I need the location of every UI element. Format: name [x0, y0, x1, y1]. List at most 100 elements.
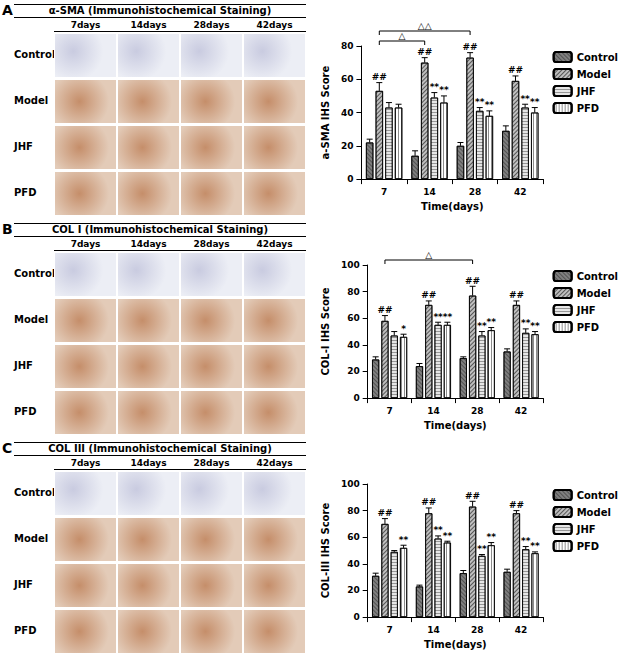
svg-text:**: **	[530, 97, 540, 107]
svg-text:**: **	[430, 82, 440, 92]
svg-text:PFD: PFD	[577, 541, 599, 552]
svg-text:**: **	[520, 94, 530, 104]
svg-text:20: 20	[347, 585, 360, 595]
svg-text:JHF: JHF	[576, 86, 596, 97]
svg-text:**: **	[487, 532, 497, 542]
svg-text:20: 20	[347, 366, 360, 376]
svg-text:100: 100	[341, 479, 360, 489]
html-text:B: B	[2, 221, 13, 237]
svg-text:##: ##	[509, 290, 524, 300]
svg-text:Model: Model	[577, 507, 611, 518]
svg-text:##: ##	[508, 65, 523, 75]
svg-text:Model: Model	[577, 288, 611, 299]
html-text:Model: Model	[14, 314, 49, 325]
html-text:Control: Control	[14, 49, 56, 60]
svg-text:40: 40	[341, 108, 354, 118]
svg-text:##: ##	[377, 305, 392, 315]
svg-text:##: ##	[421, 290, 436, 300]
svg-text:Time(days): Time(days)	[421, 201, 484, 212]
svg-text:60: 60	[341, 74, 354, 84]
svg-text:△: △	[399, 31, 406, 41]
svg-text:0: 0	[347, 174, 353, 184]
svg-text:**: **	[443, 312, 453, 322]
svg-text:##: ##	[417, 47, 432, 57]
svg-text:**: **	[475, 97, 485, 107]
html-text:JHF: JHF	[14, 360, 33, 371]
svg-text:##: ##	[421, 497, 436, 507]
svg-text:40: 40	[347, 559, 360, 569]
svg-text:60: 60	[347, 313, 360, 323]
svg-text:42: 42	[515, 625, 528, 635]
svg-text:*: *	[401, 324, 406, 334]
svg-text:20: 20	[341, 141, 354, 151]
html-text:PFD: PFD	[14, 406, 37, 417]
svg-text:40: 40	[347, 340, 360, 350]
svg-text:14: 14	[427, 625, 440, 635]
svg-text:PFD: PFD	[577, 103, 599, 114]
svg-text:80: 80	[341, 41, 354, 51]
svg-text:COL-III IHS Score: COL-III IHS Score	[320, 503, 331, 599]
svg-text:42: 42	[515, 406, 528, 416]
html-text:C: C	[2, 440, 13, 456]
svg-text:##: ##	[372, 72, 387, 82]
svg-text:80: 80	[347, 287, 360, 297]
svg-text:**: **	[530, 321, 540, 331]
html-text:COL III (Immunohistochemical S: COL III (Immunohistochemical Staining)	[48, 443, 272, 454]
svg-text:Control: Control	[577, 271, 618, 282]
html-text:JHF: JHF	[14, 141, 33, 152]
svg-text:PFD: PFD	[577, 322, 599, 333]
svg-text:**: **	[443, 531, 453, 541]
svg-text:80: 80	[347, 506, 360, 516]
svg-text:**: **	[433, 525, 443, 535]
svg-text:a-SMA IHS Score: a-SMA IHS Score	[320, 65, 331, 159]
svg-text:**: **	[485, 100, 495, 110]
svg-text:**: **	[521, 318, 531, 328]
html-text:Control: Control	[14, 268, 56, 279]
svg-text:60: 60	[347, 532, 360, 542]
svg-text:7: 7	[386, 406, 392, 416]
svg-text:**: **	[433, 312, 443, 322]
html-text:α-SMA (Immunohistochemical Sta: α-SMA (Immunohistochemical Staining)	[48, 5, 272, 16]
svg-text:7: 7	[386, 625, 392, 635]
svg-text:**: **	[477, 544, 487, 554]
svg-text:JHF: JHF	[576, 524, 596, 535]
svg-text:##: ##	[463, 42, 478, 52]
svg-text:100: 100	[341, 260, 360, 270]
svg-text:**: **	[521, 536, 531, 546]
svg-text:7: 7	[381, 187, 387, 197]
html-text:Control: Control	[14, 487, 56, 498]
svg-text:**: **	[399, 535, 409, 545]
svg-text:0: 0	[353, 612, 359, 622]
svg-text:28: 28	[469, 187, 482, 197]
svg-text:**: **	[487, 317, 497, 327]
svg-text:##: ##	[465, 276, 480, 286]
html-text:JHF: JHF	[14, 579, 33, 590]
svg-text:△△: △△	[418, 21, 432, 31]
svg-text:##: ##	[465, 491, 480, 501]
svg-text:Time(days): Time(days)	[424, 639, 487, 650]
html-text:PFD: PFD	[14, 625, 37, 636]
svg-text:Model: Model	[577, 69, 611, 80]
svg-text:**: **	[530, 541, 540, 551]
svg-text:COL-I IHS Score: COL-I IHS Score	[320, 287, 331, 375]
svg-text:28: 28	[471, 406, 484, 416]
svg-text:Control: Control	[577, 490, 618, 501]
html-text:Model: Model	[14, 533, 49, 544]
svg-text:JHF: JHF	[576, 305, 596, 316]
svg-text:**: **	[477, 321, 487, 331]
svg-text:Time(days): Time(days)	[424, 420, 487, 431]
html-text:Model: Model	[14, 95, 49, 106]
html-text:A: A	[2, 2, 13, 18]
svg-text:14: 14	[427, 406, 440, 416]
svg-text:**: **	[439, 85, 449, 95]
svg-text:14: 14	[423, 187, 436, 197]
html-text:COL I (Immunohistochemical Sta: COL I (Immunohistochemical Staining)	[51, 224, 268, 235]
svg-text:##: ##	[509, 500, 524, 510]
svg-text:Control: Control	[577, 52, 618, 63]
svg-text:28: 28	[471, 625, 484, 635]
svg-text:0: 0	[353, 393, 359, 403]
svg-text:##: ##	[377, 508, 392, 518]
svg-text:42: 42	[514, 187, 527, 197]
svg-text:△: △	[425, 250, 432, 260]
html-text:PFD: PFD	[14, 187, 37, 198]
